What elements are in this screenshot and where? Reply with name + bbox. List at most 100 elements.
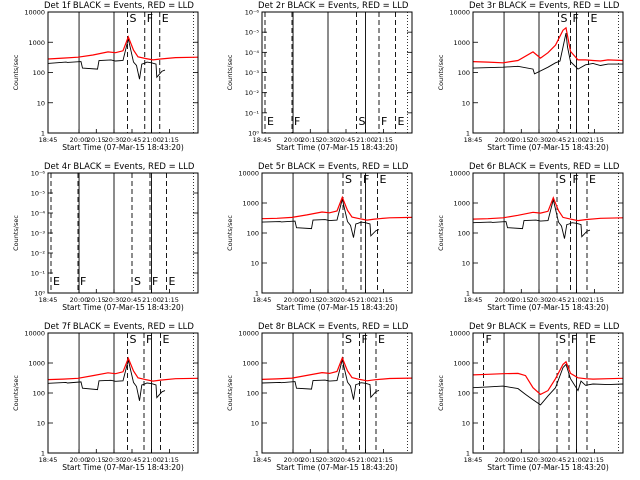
plot-frame (261, 172, 413, 294)
x-tick-label: 20:15 (512, 456, 531, 464)
series-line (472, 196, 624, 222)
event-marker-label: S (559, 333, 566, 346)
panel-title: Det 4r BLACK = Events, RED = LLD (44, 162, 195, 172)
y-tick-label: 10000 (449, 170, 470, 178)
y-axis-label: Counts/sec (226, 375, 234, 411)
x-tick-label: 20:00 (70, 136, 89, 144)
x-tick-label: 20:00 (70, 456, 89, 464)
event-marker-label: F (294, 115, 300, 128)
x-tick-label: 18:45 (464, 136, 483, 144)
event-marker-label: F (146, 333, 152, 346)
event-marker-label: S (345, 333, 352, 346)
x-tick-label: 20:00 (284, 456, 303, 464)
x-axis-label: Start Time (07-Mar-15 18:43:20) (62, 303, 184, 312)
y-tick-label: 10⁻² (31, 250, 46, 258)
series-line (472, 363, 624, 406)
event-marker-label: S (559, 173, 566, 186)
y-tick-label: 10⁻⁶ (245, 9, 260, 17)
x-tick-label: 21:00 (567, 136, 586, 144)
x-tick-label: 21:00 (356, 296, 375, 304)
y-tick-label: 1 (466, 290, 470, 298)
x-tick-label: 21:15 (160, 456, 179, 464)
y-tick-label: 1000 (453, 39, 470, 47)
event-marker-label: E (163, 333, 170, 346)
x-tick-label: 20:15 (87, 296, 106, 304)
y-tick-label: 10⁻³ (31, 230, 46, 238)
y-axis-label: Counts/sec (12, 375, 20, 411)
event-marker-label: F (573, 173, 579, 186)
x-tick-label: 18:45 (39, 456, 58, 464)
plot-frame (472, 11, 624, 134)
x-axis-label: Start Time (07-Mar-15 18:43:20) (487, 143, 609, 152)
y-tick-label: 10 (251, 420, 259, 428)
y-tick-label: 1 (255, 450, 259, 458)
x-tick-label: 20:15 (301, 136, 320, 144)
x-tick-label: 20:15 (87, 136, 106, 144)
series-line (472, 199, 591, 239)
y-tick-label: 1 (466, 130, 470, 138)
y-tick-label: 1000 (28, 360, 45, 368)
event-marker-label: S (130, 12, 137, 25)
y-tick-label: 1000 (242, 360, 259, 368)
y-tick-label: 10 (462, 420, 470, 428)
x-tick-label: 20:15 (512, 136, 531, 144)
x-tick-label: 20:00 (495, 136, 514, 144)
x-tick-label: 20:15 (301, 296, 320, 304)
event-marker-label: S (359, 115, 366, 128)
x-tick-label: 18:45 (39, 136, 58, 144)
x-tick-label: 20:15 (512, 296, 531, 304)
y-tick-label: 10⁻¹ (245, 109, 260, 117)
y-tick-label: 100 (458, 390, 470, 398)
x-tick-label: 20:45 (337, 136, 356, 144)
y-tick-label: 10 (462, 99, 470, 107)
plot-frame (472, 172, 624, 294)
x-tick-label: 20:30 (319, 456, 338, 464)
x-axis-label: Start Time (07-Mar-15 18:43:20) (62, 143, 184, 152)
plot-frame (261, 332, 413, 454)
x-tick-label: 21:00 (567, 296, 586, 304)
x-tick-label: 20:45 (123, 296, 142, 304)
x-axis-label: Start Time (07-Mar-15 18:43:20) (276, 463, 398, 472)
y-tick-label: 10000 (449, 9, 470, 17)
x-tick-label: 20:30 (530, 296, 549, 304)
y-axis-label: Counts/sec (437, 54, 445, 90)
x-tick-label: 21:15 (585, 456, 604, 464)
x-tick-label: 21:00 (142, 296, 161, 304)
y-tick-label: 1 (255, 290, 259, 298)
x-tick-label: 18:45 (253, 296, 272, 304)
x-tick-label: 21:15 (585, 296, 604, 304)
x-tick-label: 20:45 (123, 456, 142, 464)
series-line (47, 356, 199, 382)
series-line (47, 38, 166, 80)
x-axis-label: Start Time (07-Mar-15 18:43:20) (487, 463, 609, 472)
y-tick-label: 10000 (24, 9, 45, 17)
y-tick-label: 1000 (28, 39, 45, 47)
event-marker-label: F (486, 333, 492, 346)
x-tick-label: 20:45 (123, 136, 142, 144)
series-line (261, 198, 380, 238)
x-tick-label: 21:15 (374, 136, 393, 144)
x-tick-label: 20:45 (548, 296, 567, 304)
event-marker-label: F (363, 173, 369, 186)
x-tick-label: 20:45 (548, 456, 567, 464)
y-tick-label: 1 (41, 130, 45, 138)
y-tick-label: 10000 (449, 330, 470, 338)
plot-frame (47, 172, 199, 294)
x-tick-label: 20:30 (105, 456, 124, 464)
x-axis-label: Start Time (07-Mar-15 18:43:20) (487, 303, 609, 312)
event-marker-label: E (380, 173, 387, 186)
event-marker-label: E (398, 115, 405, 128)
panel-title: Det 5r BLACK = Events, RED = LLD (258, 162, 409, 172)
panel-title: Det 6r BLACK = Events, RED = LLD (469, 162, 620, 172)
event-marker-label: F (147, 12, 153, 25)
x-tick-label: 21:00 (142, 456, 161, 464)
x-tick-label: 20:15 (301, 456, 320, 464)
event-marker-label: F (573, 12, 579, 25)
y-tick-label: 10 (37, 99, 45, 107)
x-tick-label: 20:45 (548, 136, 567, 144)
y-tick-label: 10⁻⁴ (31, 210, 46, 218)
